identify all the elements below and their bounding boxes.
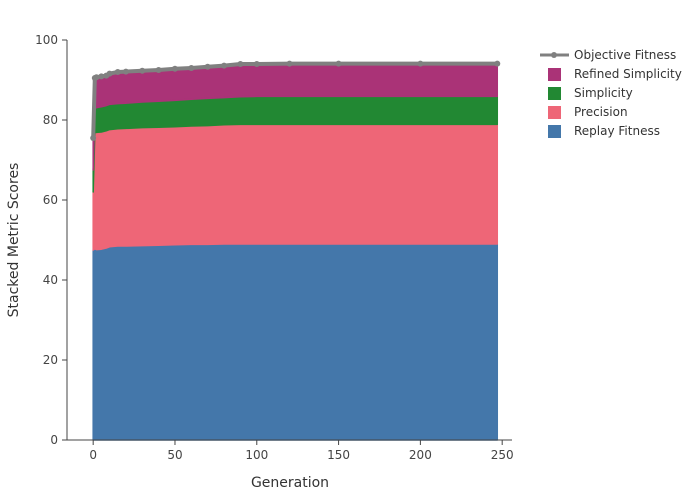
point-objective-fitness [90,135,97,141]
y-tick-label: 80 [43,113,58,127]
x-tick-label: 100 [245,448,268,462]
point-objective-fitness [253,61,260,67]
legend-label: Refined Simplicity [574,67,682,81]
legend-item-precision[interactable]: Precision [548,105,628,119]
objective-line-layer [90,60,501,141]
legend-item-replay-fitness[interactable]: Replay Fitness [548,124,660,138]
legend-item-objective-fitness[interactable]: Objective Fitness [540,48,676,62]
point-objective-fitness [122,68,129,75]
x-tick-label: 0 [89,448,97,462]
legend-swatch [548,106,561,119]
point-objective-fitness [155,67,162,73]
point-objective-fitness [139,67,146,74]
point-objective-fitness [494,60,501,67]
legend-label: Objective Fitness [574,48,676,62]
legend-swatch [548,87,561,100]
point-objective-fitness [204,63,211,70]
point-objective-fitness [221,62,228,69]
x-tick-label: 50 [167,448,182,462]
legend: Objective Fitness Refined Simplicity Simpl… [540,48,682,138]
y-tick-label: 20 [43,353,58,367]
legend-swatch-marker [551,52,557,58]
x-tick-label: 250 [491,448,514,462]
y-tick-label: 40 [43,273,58,287]
legend-swatch [548,125,561,138]
y-axis-title: Stacked Metric Scores [6,163,22,318]
area-precision [92,123,499,251]
area-layers [92,62,499,441]
point-objective-fitness [93,74,100,81]
point-objective-fitness [335,60,342,67]
legend-label: Simplicity [574,86,633,100]
axes [66,40,512,441]
point-objective-fitness [237,61,244,67]
point-objective-fitness [286,60,293,67]
point-objective-fitness [188,65,195,71]
point-objective-fitness [417,60,424,67]
y-tick-label: 60 [43,193,58,207]
x-tick-label: 200 [409,448,432,462]
y-tick-label: 0 [50,433,58,447]
x-axis-title: Generation [251,475,329,491]
area-replay-fitness [92,243,499,441]
legend-item-simplicity[interactable]: Simplicity [548,86,633,100]
legend-swatch [548,68,561,81]
point-objective-fitness [171,65,178,72]
y-tick-label: 100 [35,33,58,47]
legend-label: Precision [574,105,628,119]
x-ticks: 0 50 100 150 200 250 [89,440,514,462]
point-objective-fitness [106,70,113,77]
legend-label: Replay Fitness [574,124,660,138]
y-ticks: 0 20 40 60 80 100 [35,33,67,447]
legend-item-refined-simplicity[interactable]: Refined Simplicity [548,67,682,81]
x-tick-label: 150 [327,448,350,462]
point-objective-fitness [114,69,121,75]
point-objective-fitness [98,73,105,80]
